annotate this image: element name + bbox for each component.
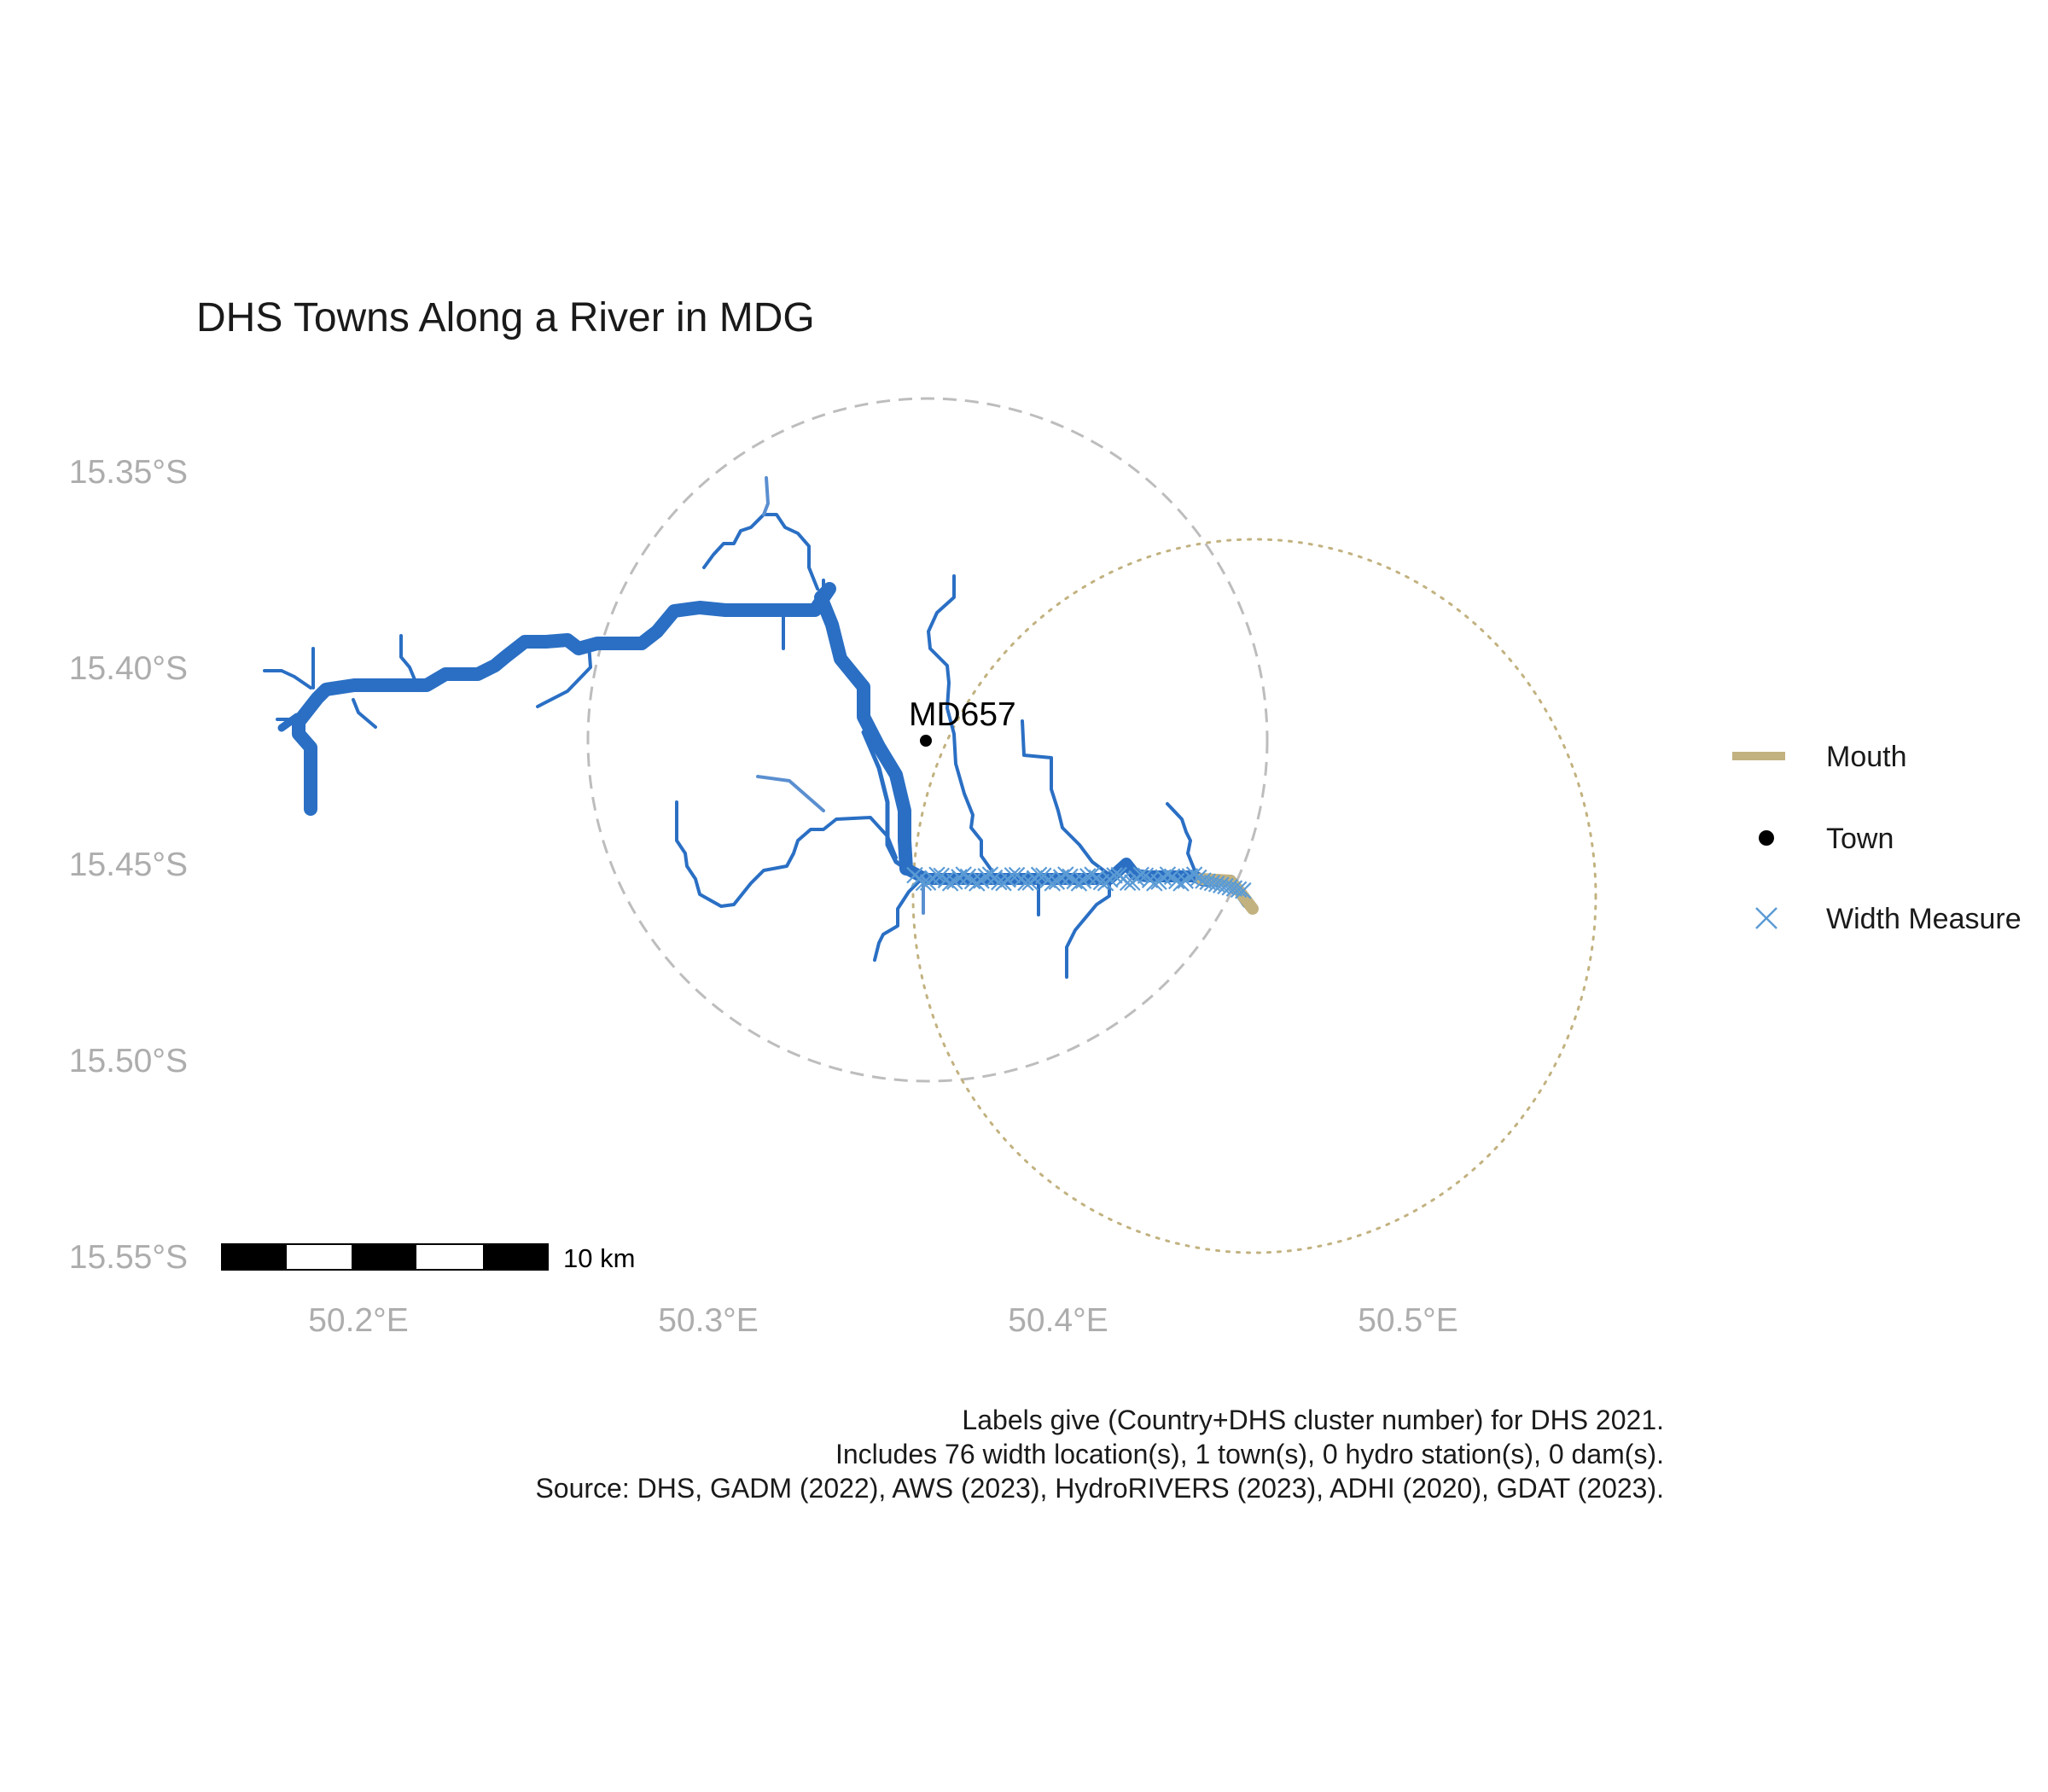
width-measure-marker — [941, 875, 959, 892]
legend-town-key — [1759, 830, 1774, 846]
legend-label-mouth: Mouth — [1826, 741, 1907, 773]
legend: Mouth Town Width Measure — [1732, 741, 2022, 935]
width-measure-marker — [1235, 881, 1252, 899]
scale-bar-label: 10 km — [563, 1243, 635, 1273]
town-point — [920, 735, 932, 747]
river-segment — [399, 634, 420, 689]
river-segment — [352, 698, 377, 729]
width-measure-marker — [955, 866, 972, 883]
width-measure-marker — [1119, 874, 1137, 892]
width-measure-marker — [1030, 866, 1048, 884]
width-measure-marker — [1146, 875, 1163, 892]
scale-bar: 10 km — [221, 1243, 635, 1273]
scale-bar-segment — [352, 1244, 416, 1270]
width-measure-marker — [1230, 881, 1248, 899]
town-buffer-circle — [586, 397, 1269, 1083]
width-measure-marker — [969, 875, 986, 892]
river-segment — [292, 582, 913, 876]
width-measure-marker — [1132, 866, 1149, 884]
river-segment — [536, 643, 592, 708]
width-measure-marker — [915, 874, 933, 892]
x-tick-label: 50.4°E — [1008, 1302, 1108, 1339]
river-segment — [263, 669, 312, 689]
town-label: MD657 — [909, 696, 1016, 733]
legend-label-width-measure: Width Measure — [1826, 903, 2022, 935]
caption-line: Source: DHS, GADM (2022), AWS (2023), Hy… — [535, 1473, 1664, 1504]
legend-width-key — [1755, 907, 1777, 929]
x-tick-label: 50.2°E — [308, 1302, 409, 1339]
river-segment — [756, 775, 825, 812]
legend-label-town: Town — [1826, 823, 1894, 855]
river-segment — [861, 730, 909, 871]
scale-bar-segment — [222, 1244, 287, 1270]
y-tick-label: 15.55°S — [69, 1239, 188, 1276]
caption-line: Labels give (Country+DHS cluster number)… — [962, 1405, 1664, 1435]
width-measure-marker — [1084, 866, 1101, 883]
y-tick-label: 15.45°S — [69, 847, 188, 883]
river-segment — [1166, 802, 1196, 872]
y-tick-label: 15.50°S — [69, 1043, 188, 1079]
river-segment — [1021, 719, 1111, 876]
x-tick-label: 50.5°E — [1358, 1302, 1458, 1339]
width-measure-marker — [1070, 875, 1088, 892]
river-segment — [675, 800, 898, 908]
width-measure-marker — [1190, 869, 1207, 887]
width-measure-marker — [1159, 866, 1177, 883]
river-segment — [927, 574, 993, 872]
width-measure-marker — [1044, 875, 1061, 892]
width-measure-marker — [981, 866, 999, 883]
mouth-buffer-circle — [911, 538, 1597, 1254]
river-segment — [873, 877, 923, 962]
river-network — [263, 476, 1254, 979]
width-measure-marker — [1172, 875, 1190, 892]
river-segment — [1065, 877, 1111, 979]
x-tick-label: 50.3°E — [658, 1302, 759, 1339]
river-segment — [702, 513, 819, 591]
width-measure-marker — [1004, 867, 1021, 884]
scale-bar-segment — [483, 1244, 548, 1270]
width-measure-marker — [1057, 866, 1074, 883]
width-measure-markers — [906, 866, 1252, 899]
y-tick-label: 15.35°S — [69, 454, 188, 491]
width-measure-marker — [1185, 866, 1203, 883]
width-measure-marker — [1106, 867, 1123, 884]
width-measure-marker — [928, 866, 945, 884]
map-title: DHS Towns Along a River in MDG — [196, 295, 815, 340]
width-measure-marker — [1017, 874, 1034, 892]
y-tick-label: 15.40°S — [69, 650, 188, 687]
river-segment — [762, 476, 770, 516]
caption-line: Includes 76 width location(s), 1 town(s)… — [835, 1439, 1664, 1469]
